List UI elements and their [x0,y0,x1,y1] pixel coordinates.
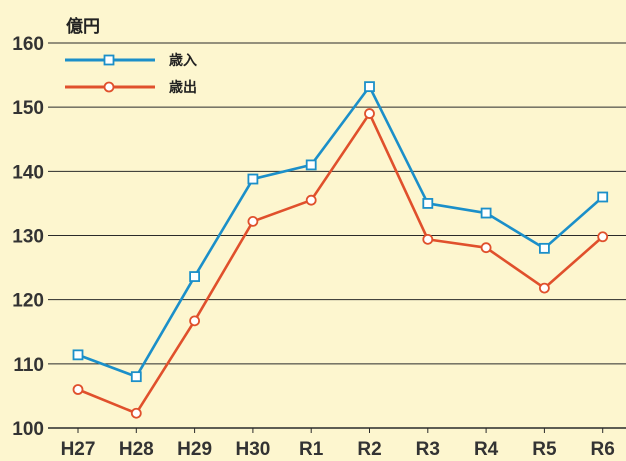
series-line-2 [77,112,604,415]
legend-marker-1 [103,54,115,66]
legend-item-1: 歳入 [65,52,197,69]
data-point-2-R1 [305,194,317,206]
x-tick-label-H30: H30 [235,439,270,460]
data-point-2-R4 [480,242,492,254]
data-point-1-R5 [539,242,550,254]
x-tick-label-R5: R5 [532,439,557,460]
y-tick-label-110: 110 [13,355,44,376]
data-point-1-R3 [422,198,434,209]
data-point-1-R4 [480,207,492,219]
data-point-1-H28 [130,371,142,383]
legend-label-1: 歳入 [169,52,197,69]
y-tick-label-120: 120 [12,291,44,312]
y-axis-unit-label: 億円 [66,16,100,37]
data-point-2-H27 [72,384,84,395]
y-tick-label-160: 160 [12,34,44,55]
data-point-1-R2 [364,81,375,93]
x-tick-label-R1: R1 [299,439,324,460]
x-tick-label-R6: R6 [591,439,615,460]
data-point-1-R6 [597,191,609,203]
data-point-1-R1 [305,159,317,171]
series-1 [72,81,609,383]
y-tick-label-140: 140 [12,162,44,183]
y-tick-label-100: 100 [12,419,44,440]
data-point-1-H27 [72,349,84,361]
y-axis-tick-labels: 100 110 120 130 140 150 160 [12,34,44,440]
x-tick-label-H27: H27 [61,439,96,460]
x-tick-label-R2: R2 [357,439,381,460]
data-point-2-R3 [422,233,434,245]
x-tick-label-R3: R3 [416,439,440,460]
x-axis-tick-labels: H27 H28 H29 H30 R1 R2 R3 R4 R5 R6 [61,428,615,460]
x-tick-label-R4: R4 [474,439,499,460]
data-point-2-R5 [539,282,550,294]
legend-label-2: 歳出 [169,79,197,96]
data-point-2-H28 [130,407,142,419]
series-2 [72,108,609,419]
x-tick-label-H29: H29 [177,439,212,460]
series-lines [72,81,609,419]
data-point-2-H29 [189,315,201,327]
data-point-1-H29 [189,271,201,282]
x-tick-label-H28: H28 [119,439,154,460]
data-point-2-H30 [247,215,259,227]
data-point-2-R2 [364,108,375,119]
series-line-1 [77,85,604,378]
data-point-2-R6 [597,231,609,243]
legend-item-2: 歳出 [65,79,197,96]
data-point-1-H30 [247,173,259,185]
y-tick-label-130: 130 [12,227,44,248]
y-tick-label-150: 150 [12,98,44,119]
legend-marker-2 [103,81,115,93]
